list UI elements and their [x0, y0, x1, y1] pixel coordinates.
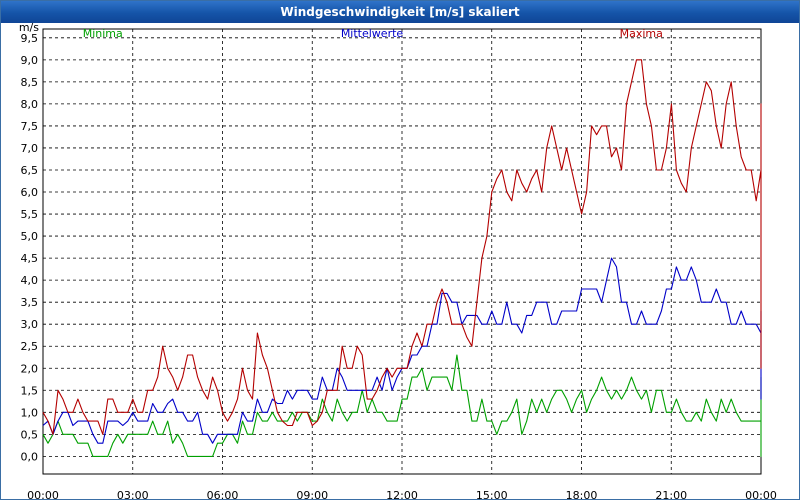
grid-lines — [43, 29, 761, 474]
y-tick-label: 3,5 — [21, 296, 39, 309]
legend: Minima Mittelwerte Maxima — [83, 27, 663, 40]
y-tick-label: 7,0 — [21, 142, 39, 155]
x-tick-time-label: 03:00 — [117, 489, 149, 499]
y-tick-label: 8,5 — [21, 76, 39, 89]
y-tick-label: 5,0 — [21, 230, 39, 243]
x-tick-time-label: 09:00 — [296, 489, 328, 499]
chart-canvas: 0,0 0,5 1,0 1,5 2,0 2,5 3,0 3,5 4,0 4,5 5,0 5,5 6,0 6… — [19, 23, 777, 499]
y-tick-label: 6,0 — [21, 186, 39, 199]
y-tick-label: 9,5 — [21, 32, 39, 45]
y-tick-label: 4,5 — [21, 252, 39, 265]
y-tick-label: 8,0 — [21, 98, 39, 111]
axis-labels: 0,0 0,5 1,0 1,5 2,0 2,5 3,0 3,5 4,0 4,5 5,0 5,5 6,0 6… — [19, 23, 777, 499]
y-tick-label: 1,5 — [21, 384, 39, 397]
series-line-maxima — [42, 59, 762, 435]
series-line-mittelwerte — [42, 257, 762, 444]
y-tick-label: 3,0 — [21, 318, 39, 331]
y-tick-label: 2,5 — [21, 340, 39, 353]
x-tick-time-label: 12:00 — [386, 489, 418, 499]
y-tick-label: 4,0 — [21, 274, 39, 287]
legend-item-minima: Minima — [83, 27, 123, 40]
y-tick-label: 2,0 — [21, 362, 39, 375]
x-tick-time-label: 06:00 — [207, 489, 239, 499]
y-tick-label: 0,0 — [21, 450, 39, 463]
legend-item-mittelwerte: Mittelwerte — [341, 27, 404, 40]
y-tick-label: 7,5 — [21, 120, 39, 133]
series-line-minima — [42, 354, 762, 457]
y-tick-label: 1,0 — [21, 406, 39, 419]
y-tick-label: 0,5 — [21, 428, 39, 441]
y-tick-label: 6,5 — [21, 164, 39, 177]
y-tick-label: 9,0 — [21, 54, 39, 67]
chart-title: Windgeschwindigkeit [m/s] skaliert — [1, 1, 799, 23]
x-tick-time-label: 21:00 — [655, 489, 687, 499]
y-tick-label: 5,5 — [21, 208, 39, 221]
x-tick-time-label: 00:00 — [27, 489, 59, 499]
x-tick-time-label: 00:00 — [745, 489, 777, 499]
x-tick-time-label: 15:00 — [476, 489, 508, 499]
series-layer — [42, 59, 762, 457]
y-axis-label: m/s — [19, 23, 39, 34]
x-tick-time-label: 18:00 — [566, 489, 598, 499]
legend-item-maxima: Maxima — [620, 27, 663, 40]
